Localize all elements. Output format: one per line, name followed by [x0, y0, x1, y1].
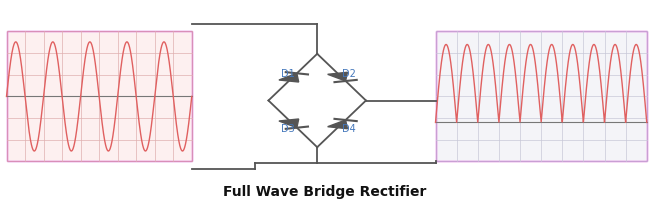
- Polygon shape: [279, 119, 299, 128]
- Text: D2: D2: [342, 69, 356, 79]
- Bar: [436, 32, 647, 162]
- Bar: [6, 32, 192, 162]
- Text: D4: D4: [342, 123, 356, 133]
- Text: D1: D1: [281, 69, 295, 79]
- Polygon shape: [279, 74, 299, 83]
- Polygon shape: [328, 120, 348, 129]
- Text: Full Wave Bridge Rectifier: Full Wave Bridge Rectifier: [224, 184, 426, 198]
- Polygon shape: [328, 73, 348, 82]
- Text: D3: D3: [281, 123, 295, 133]
